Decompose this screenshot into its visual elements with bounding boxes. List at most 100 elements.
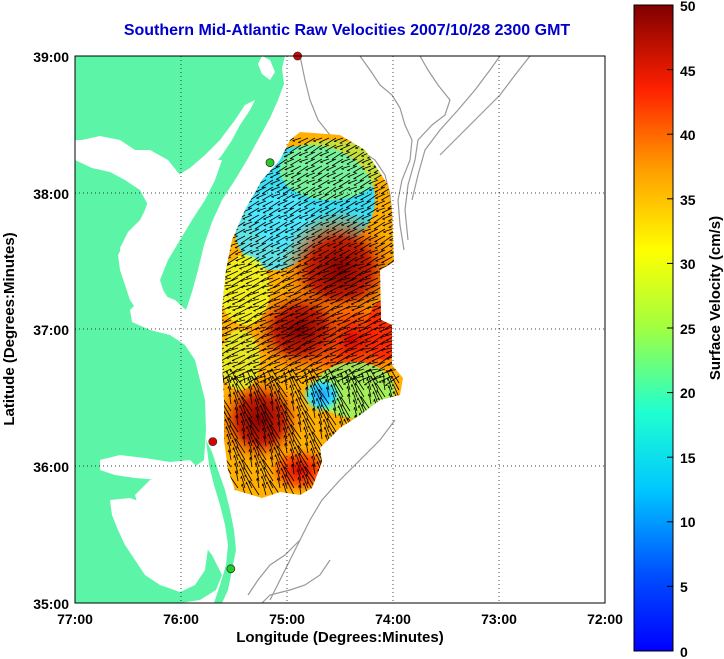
velocity-arrow [257, 389, 267, 405]
velocity-arrow [285, 235, 295, 240]
colorbar-tick-label: 40 [680, 127, 696, 143]
velocity-arrow [311, 221, 323, 229]
velocity-arrow [315, 347, 330, 358]
velocity-arrow [260, 468, 267, 482]
velocity-arrow [319, 214, 330, 219]
velocity-arrow [224, 263, 239, 272]
velocity-arrow [359, 242, 372, 251]
velocity-arrow [222, 319, 232, 326]
velocity-arrow-head [355, 147, 358, 149]
velocity-arrow [283, 151, 295, 158]
velocity-arrow [359, 340, 372, 344]
velocity-arrow [288, 369, 295, 384]
velocity-arrow [305, 379, 309, 391]
velocity-arrow [351, 361, 365, 368]
velocity-arrow-head [225, 351, 229, 353]
velocity-arrow [243, 436, 246, 447]
velocity-arrow-head [303, 350, 306, 352]
velocity-arrow [380, 242, 393, 251]
velocity-arrow [293, 439, 302, 454]
velocity-arrow [371, 354, 386, 362]
velocity-arrow [340, 158, 351, 163]
velocity-arrow [255, 242, 267, 249]
velocity-arrow [281, 467, 288, 482]
velocity-arrow [242, 459, 253, 475]
velocity-arrow [359, 179, 372, 188]
velocity-arrow-head [246, 295, 250, 297]
velocity-arrow-head [249, 456, 251, 460]
velocity-arrow-head [239, 336, 243, 339]
velocity-arrow [280, 263, 295, 270]
velocity-arrow [339, 200, 351, 207]
velocity-arrow [348, 242, 358, 247]
velocity-arrow [263, 214, 274, 220]
velocity-arrow [260, 404, 267, 419]
velocity-arrow-head [234, 470, 237, 474]
velocity-arrow [245, 312, 260, 323]
velocity-arrow [291, 179, 302, 185]
y-tick-label: 39:00 [33, 49, 69, 65]
velocity-arrow-head [320, 161, 323, 163]
velocity-arrow-head [369, 189, 372, 191]
velocity-arrow [350, 333, 365, 344]
velocity-arrow [392, 383, 400, 398]
velocity-arrow [262, 427, 267, 440]
velocity-arrow [289, 312, 302, 316]
velocity-arrow [294, 284, 309, 295]
velocity-arrow-head [358, 274, 362, 276]
velocity-arrow-head [332, 399, 334, 403]
velocity-arrow [324, 298, 337, 302]
velocity-arrow [338, 333, 351, 338]
velocity-arrow-head [241, 483, 243, 487]
velocity-arrow [320, 396, 330, 412]
velocity-arrow [353, 399, 358, 412]
velocity-arrow [350, 291, 365, 299]
velocity-arrow [304, 466, 316, 482]
velocity-arrow [234, 462, 239, 475]
velocity-arrow [245, 326, 260, 335]
velocity-arrow [268, 433, 274, 447]
velocity-arrow [353, 228, 365, 236]
velocity-arrow-head [331, 321, 335, 324]
velocity-arrow-head [281, 281, 285, 283]
velocity-arrow-head [277, 421, 279, 425]
velocity-arrow [360, 256, 372, 263]
velocity-arrow [300, 460, 309, 475]
velocity-arrow [224, 319, 239, 329]
velocity-arrow [240, 412, 246, 426]
velocity-arrow [247, 370, 253, 384]
velocity-arrow-head [240, 280, 243, 282]
velocity-arrow [240, 277, 253, 282]
velocity-arrow-head [255, 406, 257, 410]
velocity-arrow [238, 305, 253, 314]
velocity-arrow-head [282, 483, 284, 486]
velocity-arrow [382, 372, 386, 384]
velocity-arrow [322, 368, 337, 379]
velocity-arrow [288, 347, 302, 354]
velocity-arrow [268, 200, 281, 209]
velocity-arrow [292, 137, 302, 142]
velocity-arrow [312, 179, 323, 185]
velocity-arrow [279, 460, 288, 475]
velocity-arrow [283, 256, 295, 264]
velocity-arrow [326, 386, 330, 398]
velocity-arrow [317, 270, 330, 275]
velocity-arrow [388, 385, 393, 398]
velocity-arrow [374, 235, 386, 243]
velocity-arrow-head [247, 370, 251, 373]
land-mainland [75, 56, 285, 310]
velocity-arrow-head [372, 372, 376, 375]
velocity-arrow-head [262, 435, 265, 439]
velocity-arrow [328, 369, 337, 384]
velocity-arrow-head [390, 252, 393, 254]
velocity-arrow-head [324, 294, 327, 296]
velocity-arrow [387, 377, 393, 391]
velocity-arrow [361, 221, 372, 226]
velocity-arrow [356, 390, 365, 405]
velocity-arrow-head [345, 363, 349, 366]
velocity-arrow-head [338, 413, 340, 416]
velocity-arrow [277, 207, 288, 212]
velocity-arrow [368, 228, 379, 234]
velocity-arrow-head [226, 301, 230, 303]
